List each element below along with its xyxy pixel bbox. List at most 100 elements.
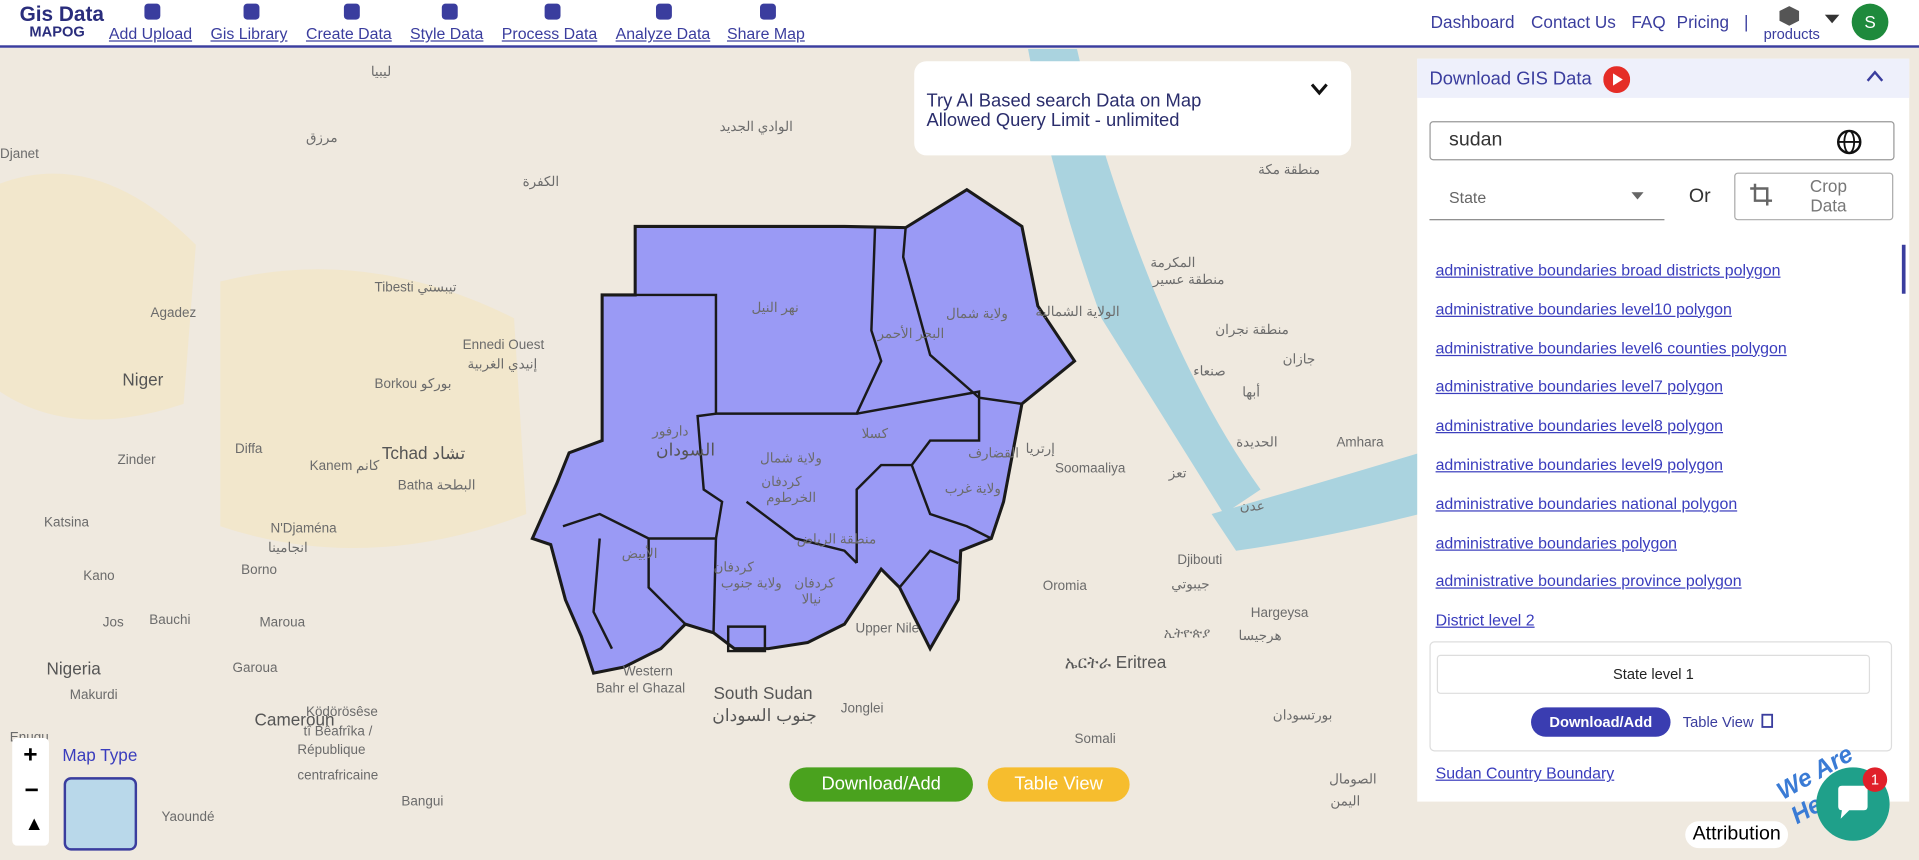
map-label: Djibouti: [1177, 553, 1223, 568]
state-select[interactable]: [1429, 175, 1665, 221]
map-label: أبها: [1242, 385, 1261, 401]
crop-icon: [1750, 183, 1773, 206]
desert: [220, 269, 527, 549]
map-label: Bangui: [401, 794, 444, 809]
map-label: منطقة الرياض: [796, 532, 877, 548]
nav-link[interactable]: Gis Library: [210, 24, 288, 43]
nav-icon: [544, 3, 561, 20]
map-label: Zinder: [117, 452, 156, 468]
nav-link[interactable]: Analyze Data: [615, 24, 711, 43]
red-sea: [1028, 48, 1261, 515]
layer-link[interactable]: Sudan Country Boundary: [1435, 763, 1615, 783]
map-label: Nigeria: [46, 658, 101, 679]
card-title: State level 1: [1436, 654, 1871, 694]
map-label: ኤርትራ Eritrea: [1064, 652, 1167, 672]
map-label: Katsina: [44, 515, 89, 530]
nav-icon: [760, 3, 776, 20]
map-label: كردفان: [761, 474, 802, 490]
map-label: ኢትዮጵያ: [1163, 626, 1211, 642]
map-label: منطقة مكة: [1258, 162, 1321, 178]
layer-link[interactable]: District level 2: [1435, 610, 1535, 630]
avatar[interactable]: S: [1851, 3, 1889, 41]
products-icon: [1779, 6, 1800, 26]
map-label: كردفان: [794, 576, 835, 592]
map-label: Upper Nile: [855, 621, 920, 637]
crop-label: Crop Data: [1809, 176, 1847, 216]
map-label: Diffa: [234, 441, 263, 457]
card-table[interactable]: Table View: [1682, 713, 1754, 731]
map-label: الولاية الشمالية: [1035, 304, 1120, 320]
nav-icon: [655, 3, 672, 20]
map-label: Borkou بوركو: [374, 376, 452, 392]
globe-icon[interactable]: [1836, 129, 1863, 156]
map-label: Bahr el Ghazal: [596, 681, 686, 697]
map-label: Ködörösêse: [305, 704, 378, 720]
layer-link[interactable]: administrative boundaries level7 polygon: [1435, 377, 1724, 396]
search-box[interactable]: [1429, 121, 1895, 161]
nav-link[interactable]: Create Data: [305, 24, 392, 43]
panel-title: Download GIS Data: [1429, 68, 1592, 90]
map-label: ولاية شمال: [946, 307, 1008, 322]
separator: |: [1743, 12, 1749, 32]
header-link[interactable]: Pricing: [1676, 12, 1730, 32]
map-label: Somali: [1074, 731, 1116, 747]
map-label: Amhara: [1336, 435, 1384, 451]
card-download[interactable]: Download/Add: [1531, 707, 1671, 737]
map-label: Kanem كانم: [309, 458, 380, 474]
map-label: الخرطوم: [766, 490, 817, 506]
map-label: نيالا: [801, 592, 822, 608]
layer-link[interactable]: administrative boundaries polygon: [1435, 533, 1678, 552]
nav-icon: [243, 3, 260, 20]
header-link[interactable]: Dashboard: [1430, 12, 1515, 32]
state-placeholder: State: [1449, 188, 1487, 207]
search-value: sudan: [1449, 129, 1503, 151]
map-label: المكرمة: [1150, 255, 1196, 271]
map-label: السودان: [655, 439, 716, 459]
map-label: Batha البطحة: [397, 478, 476, 494]
map-label: الصومال: [1329, 772, 1377, 787]
map-label: Makurdi: [69, 687, 118, 703]
panel-header: [1417, 58, 1910, 98]
download-button[interactable]: Download/Add: [789, 767, 973, 802]
map-label: Yaoundé: [161, 810, 215, 825]
layer-link[interactable]: administrative boundaries level8 polygon: [1435, 416, 1724, 435]
scrollbar[interactable]: [1901, 244, 1906, 294]
map-label: Hargeysa: [1250, 605, 1309, 621]
nav-link[interactable]: Style Data: [409, 24, 484, 43]
map-label: الكفرة: [522, 175, 560, 190]
youtube-icon[interactable]: [1603, 66, 1631, 94]
layer-link[interactable]: administrative boundaries province polyg…: [1435, 572, 1742, 591]
map-label: Tchad تشاد: [381, 443, 466, 463]
crop-button[interactable]: [1734, 172, 1894, 221]
layer-link[interactable]: administrative boundaries national polyg…: [1435, 494, 1738, 513]
zoom-out[interactable]: −: [24, 777, 39, 805]
header-link[interactable]: Contact Us: [1531, 12, 1616, 32]
nav-link[interactable]: Share Map: [726, 24, 805, 43]
map-label: Jos: [102, 615, 124, 631]
header-link[interactable]: FAQ: [1631, 12, 1666, 32]
nav-link[interactable]: Add Upload: [108, 24, 193, 43]
map-label: South Sudan: [713, 682, 813, 703]
logo[interactable]: Gis Data: [19, 2, 105, 26]
attribution[interactable]: Attribution: [1685, 821, 1789, 849]
map-type-thumb[interactable]: [63, 777, 138, 851]
map-label: اليمن: [1330, 794, 1361, 809]
map-label: دارفور: [652, 424, 689, 440]
logo: MAPOG: [29, 23, 85, 41]
chevron[interactable]: [1310, 83, 1328, 96]
zoom-in[interactable]: +: [23, 741, 38, 769]
table-view-button[interactable]: Table View: [987, 767, 1130, 802]
reset-north[interactable]: ▲: [24, 813, 44, 835]
map-label: منطقة عسير: [1152, 272, 1225, 288]
layer-link[interactable]: administrative boundaries broad district…: [1435, 260, 1781, 280]
sudan: [530, 187, 1077, 675]
layer-link[interactable]: administrative boundaries level6 countie…: [1435, 338, 1787, 357]
collapse[interactable]: [1866, 70, 1884, 82]
nav-link[interactable]: Process Data: [501, 24, 598, 43]
layer-link[interactable]: administrative boundaries level9 polygon: [1435, 455, 1724, 474]
products[interactable]: products: [1763, 25, 1820, 43]
desert: [0, 173, 196, 420]
map-label: مرزق: [305, 130, 338, 146]
layer-link[interactable]: administrative boundaries level10 polygo…: [1435, 299, 1732, 318]
